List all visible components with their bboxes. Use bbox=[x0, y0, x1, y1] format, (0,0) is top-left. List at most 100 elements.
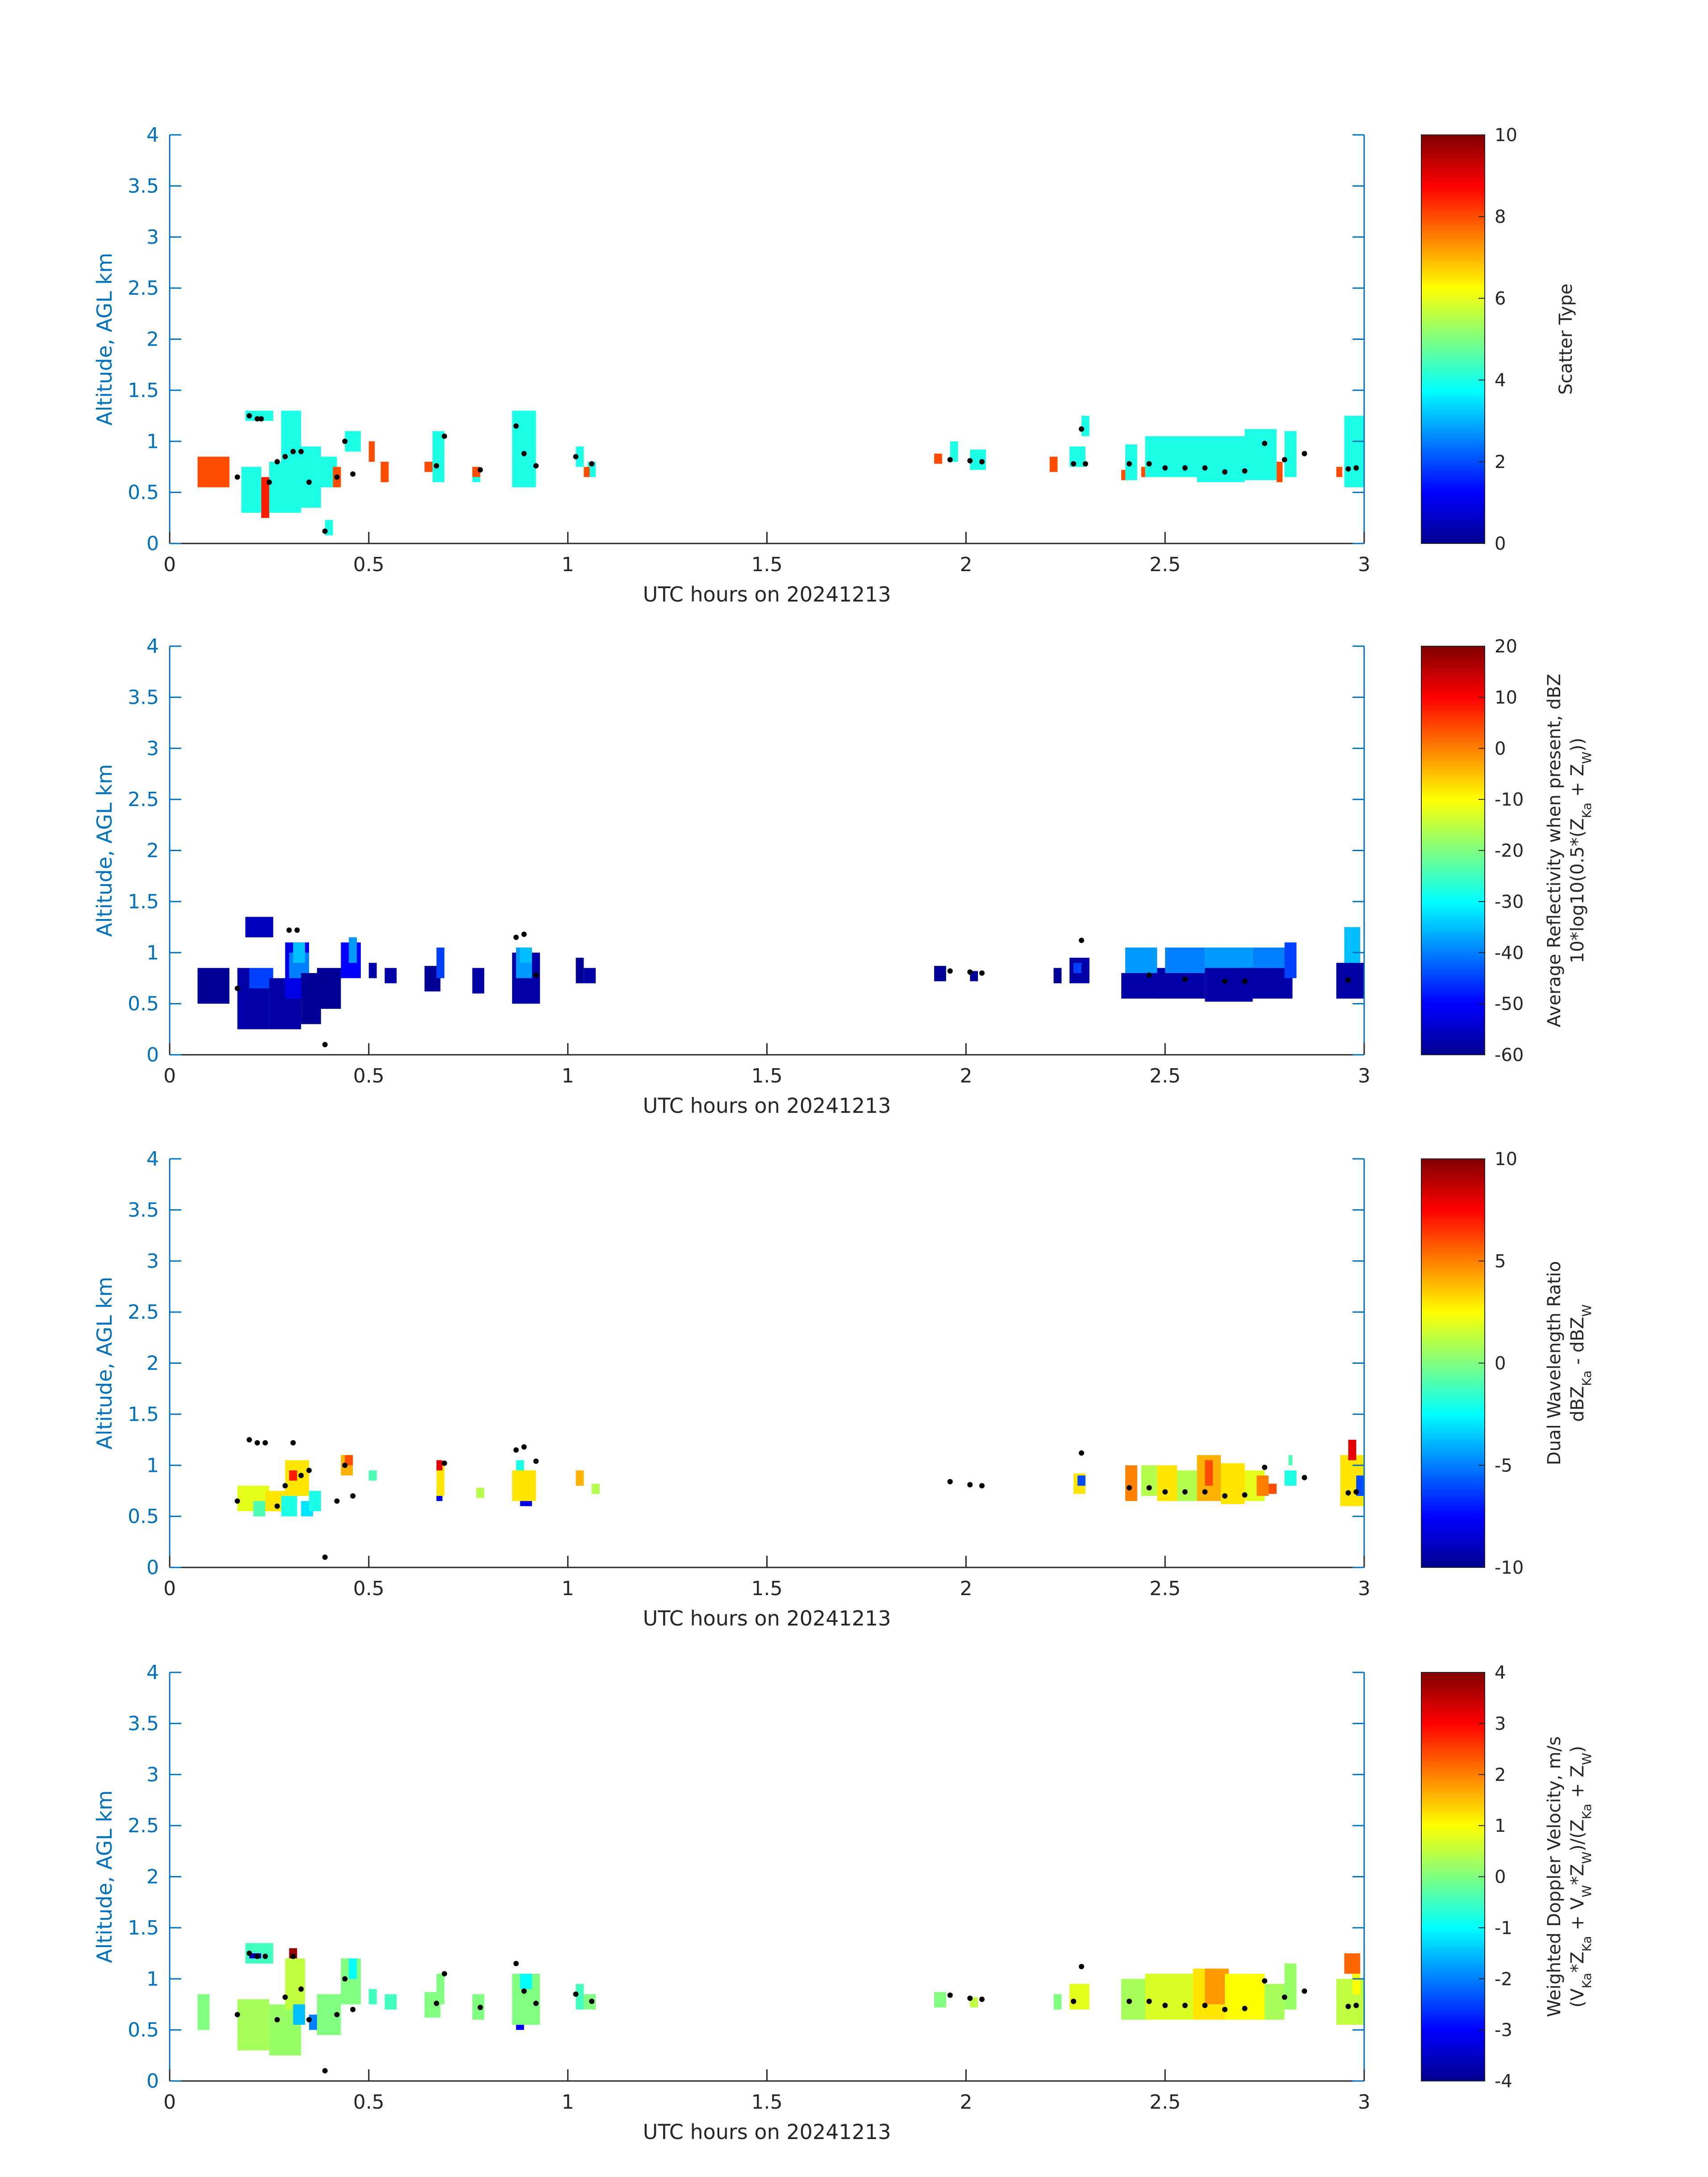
marker-point bbox=[1162, 465, 1168, 471]
colorbar-tick-label: -10 bbox=[1495, 1558, 1524, 1578]
heatmap-cell bbox=[436, 947, 445, 978]
heatmap-cell bbox=[1073, 963, 1082, 973]
heatmap-cell bbox=[1205, 1968, 1229, 2005]
marker-point bbox=[322, 2068, 328, 2074]
heatmap-cell bbox=[934, 453, 942, 464]
x-axis-label: UTC hours on 20241213 bbox=[643, 1606, 891, 1630]
heatmap-cell bbox=[516, 1460, 524, 1471]
marker-point bbox=[266, 479, 272, 485]
marker-point bbox=[1345, 978, 1351, 983]
marker-point bbox=[1242, 2006, 1248, 2011]
heatmap-cell bbox=[1284, 1470, 1297, 1486]
y-tick-label: 4 bbox=[146, 1661, 159, 1684]
heatmap-cell bbox=[1053, 1994, 1062, 2010]
heatmap-cell bbox=[384, 1994, 397, 2010]
marker-point bbox=[1353, 2002, 1359, 2008]
marker-point bbox=[282, 1483, 288, 1488]
heatmap-cell bbox=[384, 968, 397, 983]
y-tick-label: 1.5 bbox=[128, 1917, 159, 1939]
marker-series bbox=[234, 927, 1351, 1048]
marker-point bbox=[350, 2006, 356, 2012]
heatmap-cell bbox=[592, 1483, 600, 1494]
x-tick-label: 0 bbox=[163, 553, 176, 576]
heatmap-cell bbox=[1288, 1455, 1293, 1466]
marker-point bbox=[1262, 1978, 1268, 1984]
y-tick-label: 4 bbox=[146, 1148, 159, 1170]
marker-point bbox=[1162, 1489, 1168, 1495]
heatmap-cell bbox=[1269, 1483, 1277, 1494]
marker-point bbox=[573, 1991, 579, 1997]
marker-point bbox=[1146, 1998, 1152, 2004]
x-tick-label: 3 bbox=[1358, 1577, 1370, 1600]
y-tick-label: 1.5 bbox=[128, 1403, 159, 1426]
x-tick-label: 2.5 bbox=[1149, 553, 1181, 576]
heatmap-cell bbox=[349, 937, 357, 963]
heatmap-cell bbox=[1197, 436, 1245, 482]
colorbar-tick-label: -10 bbox=[1495, 790, 1524, 810]
y-tick-label: 0 bbox=[146, 1044, 159, 1066]
colorbar: -4 -3 -2 -1 0 1 2 3 4 Weighted Doppler Velocity, … bbox=[1421, 1663, 1594, 2092]
colorbar-tick-label: 0 bbox=[1495, 739, 1506, 759]
marker-point bbox=[967, 969, 973, 975]
heatmap-cell bbox=[436, 1973, 445, 2005]
marker-point bbox=[334, 474, 340, 480]
colorbar-tick-label: -40 bbox=[1495, 943, 1524, 963]
heatmap-cell bbox=[934, 965, 946, 982]
x-tick-label: 0 bbox=[163, 1065, 176, 1087]
y-tick-label: 0.5 bbox=[128, 993, 159, 1015]
y-tick-label: 4 bbox=[146, 124, 159, 146]
marker-point bbox=[533, 972, 539, 978]
marker-point bbox=[533, 2001, 539, 2006]
heatmap-cell bbox=[1284, 942, 1297, 978]
colorbar-tick-label: 4 bbox=[1495, 370, 1506, 391]
x-tick-label: 0 bbox=[163, 1577, 176, 1600]
x-tick-label: 3 bbox=[1358, 1065, 1370, 1087]
marker-point bbox=[298, 1473, 304, 1479]
colorbar: -60 -50 -40 -30 -20 -10 0 10 20 Average Reflectiv… bbox=[1421, 636, 1594, 1066]
marker-point bbox=[1182, 465, 1188, 471]
heatmap-cell bbox=[520, 1973, 532, 1989]
marker-point bbox=[255, 1953, 260, 1959]
heatmap-cell bbox=[436, 1465, 445, 1496]
marker-point bbox=[979, 459, 985, 464]
heatmap-cell bbox=[516, 2025, 524, 2030]
colorbar-tick-label: 3 bbox=[1495, 1713, 1506, 1734]
marker-point bbox=[1222, 2006, 1228, 2012]
colorbar-tick-label: 4 bbox=[1495, 1663, 1506, 1683]
colorbar-tick-label: -5 bbox=[1495, 1455, 1512, 1476]
colorbar-label: Average Reflectivity when present, dBZ bbox=[1544, 674, 1565, 1027]
y-tick-label: 0.5 bbox=[128, 2019, 159, 2042]
heatmap-cell bbox=[253, 1501, 265, 1517]
y-tick-label: 3 bbox=[146, 737, 159, 760]
heatmap-cell bbox=[1081, 416, 1090, 436]
heatmap-cell bbox=[472, 968, 484, 994]
heatmap-cell bbox=[1053, 968, 1062, 983]
heatmap-cells bbox=[197, 917, 1364, 1029]
y-tick-label: 3.5 bbox=[128, 1712, 159, 1735]
heatmap-cell bbox=[349, 1958, 357, 1979]
y-axis-label: Altitude, AGL km bbox=[92, 764, 117, 937]
y-tick-label: 1.5 bbox=[128, 379, 159, 402]
heatmap-cell bbox=[584, 968, 596, 983]
heatmap-cell bbox=[1344, 1953, 1361, 1974]
marker-point bbox=[306, 1467, 312, 1473]
heatmap-cell bbox=[934, 1992, 946, 2008]
heatmap-cell bbox=[1141, 1465, 1157, 1496]
heatmap-cell bbox=[576, 957, 584, 983]
x-tick-label: 1 bbox=[562, 553, 574, 576]
marker-point bbox=[342, 1976, 348, 1982]
y-tick-label: 1 bbox=[146, 941, 159, 964]
marker-point bbox=[342, 1462, 348, 1468]
marker-point bbox=[282, 1994, 288, 2000]
heatmap-cell bbox=[1336, 467, 1342, 477]
marker-point bbox=[274, 1503, 280, 1509]
marker-point bbox=[1078, 1964, 1084, 1969]
heatmap-cell bbox=[197, 456, 230, 488]
panel-3: 0 0.5 1 1.5 2 2.5 3 3.5 4 0 0.5 1 1.5 2 2.5 3 UTC hours … bbox=[92, 1148, 1594, 1630]
y-tick-label: 2 bbox=[146, 1352, 159, 1375]
marker-point bbox=[1242, 1492, 1248, 1498]
heatmap-cell bbox=[436, 1460, 443, 1471]
marker-point bbox=[342, 439, 348, 444]
marker-point bbox=[1302, 451, 1307, 456]
marker-point bbox=[1302, 1475, 1307, 1480]
